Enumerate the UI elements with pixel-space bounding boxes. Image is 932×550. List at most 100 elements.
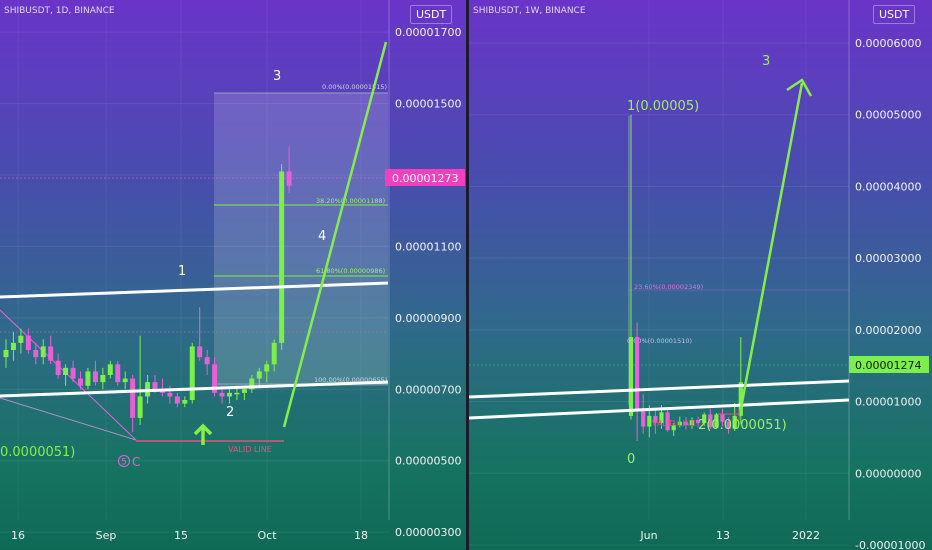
time-tick-label: 2022 [792,529,820,542]
candle-body [241,389,247,393]
candle-body [122,378,128,383]
candle-body [10,342,16,350]
chart-canvas-weekly[interactable]: 1(0.00005) 23.60%(0.00002349) 0.00%(0.00… [469,0,932,550]
candle-body [738,382,743,416]
candle-body [174,396,180,404]
candle-body [100,375,106,383]
fib-label-38: 38.20%(0.00001188) [316,197,385,205]
valid-line-label: VALID LINE [652,419,696,428]
candle-body [40,346,46,358]
time-tick-label: Oct [257,529,277,542]
candle-body [48,346,54,361]
price-tick-label: 0.00001100 [395,240,461,253]
candle-body [732,415,737,429]
fib-label-23: 23.60%(0.00002349) [634,283,703,291]
wave-c-circle [118,455,130,467]
candle-body [137,396,143,418]
chart-pane-weekly[interactable]: 1(0.00005) 23.60%(0.00002349) 0.00%(0.00… [466,0,932,550]
lower-channel-line[interactable] [0,380,389,398]
candle-body [683,421,688,426]
candle-body [25,335,31,350]
price-tick-label: 0.00002000 [855,324,921,337]
time-tick-label: 16 [11,529,25,542]
candle-body [714,414,719,428]
price-axis[interactable]: 0.000017000.000015000.000013000.00001100… [395,26,461,539]
candle-body [677,421,682,426]
candle-body [659,412,664,424]
price-tick-label: 0.00000900 [395,312,461,325]
bottom-price-label: 0.0000051) [0,445,75,460]
upper-channel-line[interactable] [0,281,389,299]
candle-body [63,367,69,375]
last-price-value: 0.00001274 [855,359,921,372]
wave-label-3: 3 [273,69,281,84]
candle-body [635,337,640,409]
forecast-arrow-head [786,78,813,97]
candle-body [152,382,158,390]
candle-body [70,367,76,379]
price-tick-label: 0.00004000 [855,180,921,193]
candles [628,114,743,442]
fib-label-0: 0.00%(0.00001510) [627,337,692,345]
candle-body [33,350,39,358]
price-tick-label: 0.00003000 [855,252,921,265]
candles [3,146,292,433]
candle-body [720,414,725,422]
time-axis[interactable]: Jun 13 2022 [639,529,820,542]
candle-body [256,371,262,379]
chart-pane-daily[interactable]: 0.00%(0.00001515) 38.20%(0.00001188) 61.… [0,0,466,550]
price-tick-label: -0.00001000 [855,539,925,550]
wave-label-2: 2 [226,405,234,420]
last-price-tag [849,356,929,373]
candle-body [665,412,670,431]
lower-channel-line[interactable] [469,398,850,420]
wave-top-label: 1(0.00005) [627,99,699,114]
price-tick-label: 0.00001700 [395,26,461,39]
candle-body [182,400,188,404]
candle-body [279,171,285,343]
upper-channel-line[interactable] [469,379,850,399]
candle-body [3,350,9,358]
candle-body [708,414,713,428]
candle-body [115,364,121,383]
price-tick-label: 0.00000300 [395,526,461,539]
candle-body [286,171,292,186]
price-axis[interactable]: 0.00006000 0.00005000 0.00004000 0.00003000… [855,37,925,550]
candle-body [653,415,658,424]
time-axis[interactable]: 16 Sep 15 Oct 18 [11,529,368,542]
wave-0-label: 0 [627,452,635,467]
chart-canvas-daily[interactable]: 0.00%(0.00001515) 38.20%(0.00001188) 61.… [0,0,466,550]
candle-body [249,378,255,390]
price-tick-label: 0.00005000 [855,109,921,122]
candle-body [689,420,695,426]
fib-label-100: 100.00%(0.00000655) [314,376,387,384]
candle-body [197,346,203,358]
wave-bottom-label: 2(0.0000051) [698,418,787,433]
forecast-line[interactable] [282,41,388,428]
time-tick-label: 15 [174,529,188,542]
wave-label-1: 1 [178,264,186,279]
forecast-arrow-line[interactable] [739,82,804,409]
valid-line-label: VALID LINE [228,445,272,454]
currency-button[interactable]: USDT [873,5,916,24]
candle-body [130,378,136,418]
fib-label-61: 61.80%(0.00000986) [316,267,385,275]
price-tick-label: 0.00000500 [395,455,461,468]
candle-body [234,392,240,395]
candle-body [204,357,210,365]
currency-button[interactable]: USDT [410,5,453,24]
candle-body [726,421,731,429]
up-arrow-icon [193,423,213,445]
wave-c-label: C [132,455,140,469]
symbol-label[interactable]: SHIBUSDT, 1W, BINANCE [473,6,586,16]
candle-body [107,364,113,375]
wave-3-label: 3 [762,54,770,69]
candle-body [671,425,676,431]
candle-body [271,342,277,365]
time-tick-label: 18 [354,529,368,542]
price-tick-label: 0.00000000 [855,467,921,480]
time-tick-label: 13 [716,529,730,542]
symbol-label[interactable]: SHIBUSDT, 1D, BINANCE [4,6,115,16]
candle-body [167,392,173,397]
wave-label-4: 4 [318,229,326,244]
